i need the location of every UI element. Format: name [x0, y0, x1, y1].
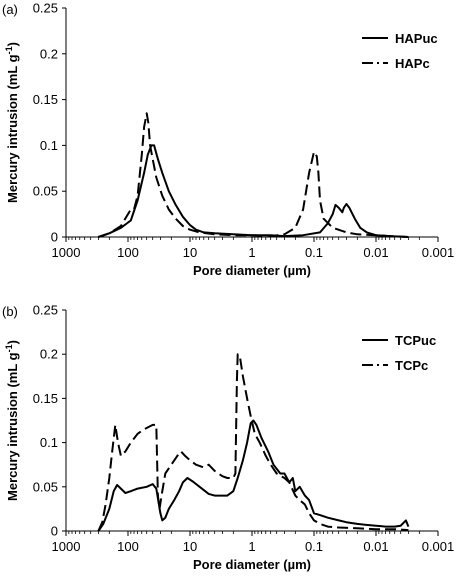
y-tick-label: 0 — [51, 230, 58, 245]
series-line-HAPuc — [98, 144, 409, 238]
y-tick-label: 0.25 — [33, 303, 58, 318]
panel-label: (b) — [2, 304, 18, 319]
y-axis-label: Mercury intrusion (mL g-1) — [4, 340, 20, 501]
y-tick-label: 0 — [51, 524, 58, 539]
x-tick-label: 0.1 — [305, 245, 323, 260]
panel-label: (a) — [2, 2, 18, 17]
x-tick-label: 0.001 — [422, 245, 455, 260]
legend-entry: TCPuc — [395, 333, 436, 348]
y-tick-label: 0.15 — [33, 391, 58, 406]
y-tick-label: 0.2 — [40, 46, 58, 61]
chart-panel-1: 0 0.05 0.1 0.15 0.2 0.25 1000 100 10 1 0.1 0.01 0.00… — [2, 1, 454, 279]
x-tick-label: 100 — [117, 245, 139, 260]
y-tick-label: 0.05 — [33, 479, 58, 494]
x-tick-label: 0.01 — [363, 539, 388, 554]
legend-entry: HAPc — [395, 56, 430, 71]
series-line-HAPc — [98, 112, 409, 238]
x-tick-label: 100 — [117, 539, 139, 554]
x-tick-label: 10 — [183, 245, 197, 260]
y-tick-label: 0.1 — [40, 138, 58, 153]
x-tick-label: 0.001 — [422, 539, 455, 554]
y-tick-label: 0.15 — [33, 92, 58, 107]
y-tick-label: 0.05 — [33, 184, 58, 199]
chart-panel-2: 0 0.05 0.1 0.15 0.2 0.25 1000 100 10 1 0.1 0.01 0.00… — [2, 303, 454, 573]
series-line-TCPuc — [97, 419, 410, 532]
x-tick-label: 0.1 — [305, 539, 323, 554]
x-tick-label: 1000 — [52, 539, 81, 554]
legend-entry: TCPc — [395, 358, 428, 373]
x-axis-label: Pore diameter (µm) — [193, 557, 311, 572]
x-tick-label: 1 — [248, 539, 255, 554]
x-axis-label: Pore diameter (µm) — [193, 263, 311, 278]
y-tick-label: 0.1 — [40, 435, 58, 450]
y-tick-label: 0.25 — [33, 1, 58, 16]
y-axis-label: Mercury intrusion (mL g-1) — [4, 42, 20, 203]
series-line-TCPc — [97, 353, 409, 532]
x-tick-label: 1 — [248, 245, 255, 260]
x-tick-label: 10 — [183, 539, 197, 554]
x-tick-label: 0.01 — [363, 245, 388, 260]
y-tick-label: 0.2 — [40, 347, 58, 362]
x-tick-label: 1000 — [52, 245, 81, 260]
legend-entry: HAPuc — [395, 31, 438, 46]
